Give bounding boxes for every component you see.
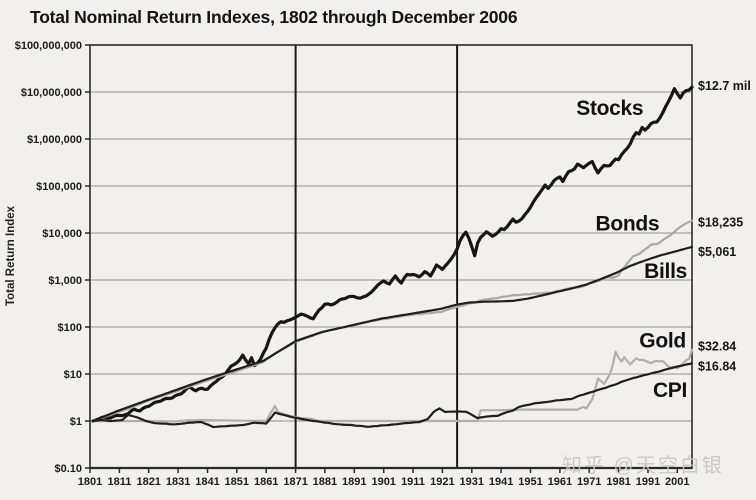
label-stocks: Stocks — [576, 97, 643, 120]
end-value-bills: $5,061 — [698, 245, 736, 259]
x-tick-label: 1991 — [636, 476, 660, 488]
y-tick-label: $0.10 — [54, 463, 82, 475]
end-value-cpi: $16.84 — [698, 359, 736, 373]
end-value-stocks: $12.7 mil — [698, 79, 751, 93]
x-tick-label: 1941 — [489, 476, 513, 488]
x-tick-label: 1971 — [577, 476, 601, 488]
y-tick-label: $100 — [58, 322, 82, 334]
x-tick-label: 1821 — [136, 476, 160, 488]
series-end-value-labels: $12.7 mil $18,235 $5,061 $32.84 $16.84 — [698, 79, 751, 373]
x-tick-label: 1931 — [460, 476, 484, 488]
label-bills: Bills — [644, 260, 687, 283]
x-tick-labels: 1801 1811 1821 1831 1841 1851 1861 1871 1881 1891… — [78, 468, 690, 488]
y-tick-label: $10 — [64, 369, 82, 381]
x-tick-label: 1801 — [78, 476, 102, 488]
plot-border — [89, 44, 693, 470]
series-lines — [91, 85, 694, 429]
watermark: 知乎 @天空白银 — [562, 454, 724, 477]
y-tick-label: $1,000,000 — [27, 134, 82, 146]
x-tick-label: 1861 — [254, 476, 278, 488]
y-tick-label: $100,000,000 — [15, 40, 82, 52]
x-tick-label: 1901 — [371, 476, 395, 488]
x-tick-label: 1831 — [166, 476, 190, 488]
x-tick-label: 1891 — [342, 476, 366, 488]
x-tick-label: 1851 — [225, 476, 249, 488]
x-tick-label: 1921 — [430, 476, 454, 488]
x-tick-label: 1881 — [313, 476, 337, 488]
reference-vlines — [294, 45, 459, 468]
x-tick-label: 1811 — [107, 476, 131, 488]
y-tick-label: $10,000 — [42, 228, 82, 240]
label-bonds: Bonds — [595, 212, 659, 235]
y-tick-label: $1 — [70, 416, 82, 428]
x-tick-label: 1841 — [195, 476, 219, 488]
label-cpi: CPI — [653, 379, 687, 402]
x-tick-label: 1981 — [606, 476, 630, 488]
chart-title: Total Nominal Return Indexes, 1802 throu… — [30, 7, 518, 27]
end-value-gold: $32.84 — [698, 340, 736, 354]
line-bills — [91, 245, 694, 423]
x-tick-label: 1961 — [548, 476, 572, 488]
y-axis-title: Total Return Index — [5, 205, 17, 306]
line-stocks — [91, 85, 694, 423]
gridlines — [90, 91, 692, 422]
x-tick-label: 2001 — [665, 476, 689, 488]
line-gold — [91, 348, 694, 423]
y-tick-label: $10,000,000 — [21, 87, 82, 99]
end-value-bonds: $18,235 — [698, 216, 743, 230]
x-tick-label: 1951 — [518, 476, 542, 488]
y-tick-label: $100,000 — [36, 181, 82, 193]
x-tick-label: 1871 — [283, 476, 307, 488]
series-name-labels: Stocks Bonds Bills Gold CPI — [576, 97, 687, 402]
line-cpi — [91, 362, 694, 429]
label-gold: Gold — [639, 329, 686, 352]
x-tick-label: 1911 — [401, 476, 425, 488]
y-tick-labels: $100,000,000 $10,000,000 $1,000,000 $100,00… — [15, 40, 90, 475]
y-tick-label: $1,000 — [48, 275, 82, 287]
